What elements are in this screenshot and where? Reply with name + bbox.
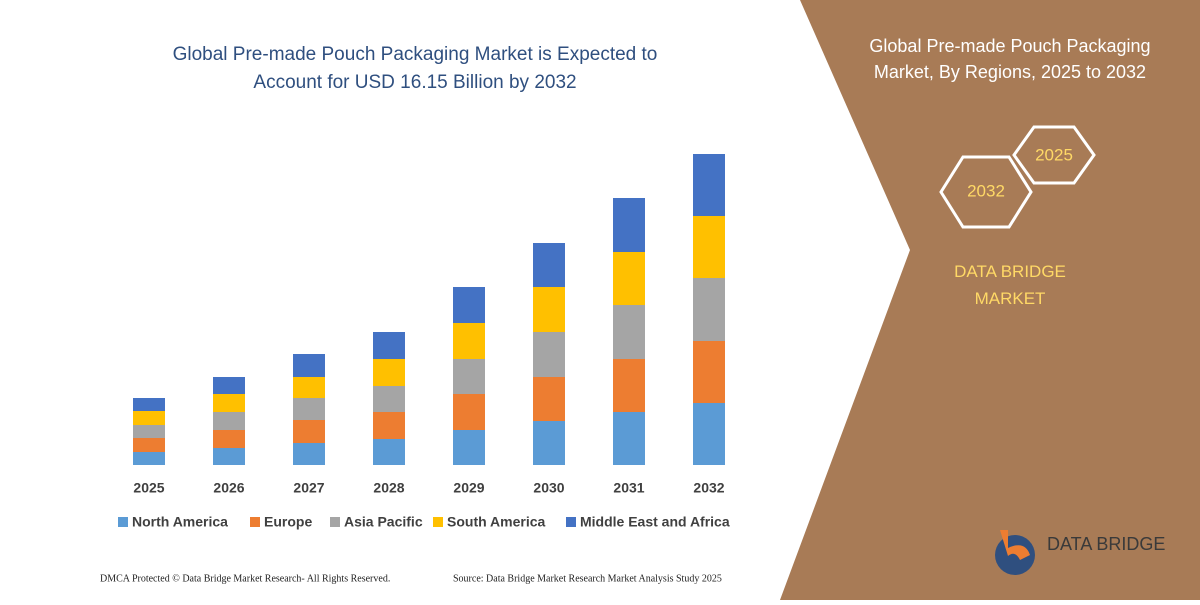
hexagon xyxy=(939,155,1033,229)
brand: DATA BRIDGE MARKET RESEARCH xyxy=(954,262,1066,318)
legend-swatch xyxy=(118,517,128,527)
chart-title: Global Pre-made Pouch Packaging Market i… xyxy=(173,44,658,93)
bar-segment xyxy=(293,377,325,398)
bar-segment xyxy=(213,377,245,394)
bar-segment xyxy=(613,198,645,252)
hexagon xyxy=(1012,125,1096,185)
legend-swatch xyxy=(433,517,443,527)
bar-segment xyxy=(533,243,565,287)
hexagon-label: 2032 xyxy=(967,181,1005,200)
bar-segment xyxy=(133,452,165,465)
legend-label: South America xyxy=(447,514,545,530)
bar-segment xyxy=(133,425,165,438)
bar-segment xyxy=(133,411,165,425)
bar-segment xyxy=(533,421,565,465)
bar-segment xyxy=(693,216,725,278)
bar-segment xyxy=(533,377,565,421)
x-tick-label: 2029 xyxy=(453,480,484,496)
panel-title: Global Pre-made Pouch Packaging Market, B… xyxy=(869,36,1150,82)
bar-segment xyxy=(453,394,485,430)
x-tick-label: 2031 xyxy=(613,480,644,496)
x-tick-label: 2032 xyxy=(693,480,724,496)
legend-swatch xyxy=(330,517,340,527)
bar-segment xyxy=(693,341,725,403)
bar-segment xyxy=(613,359,645,412)
bar-segment xyxy=(453,430,485,465)
bar-segment xyxy=(133,438,165,452)
bar-segment xyxy=(613,412,645,465)
brand-box: DATA BRIDGE MARKET RESEARCH xyxy=(954,262,1066,318)
bar-segment xyxy=(293,443,325,465)
bar-segment xyxy=(693,403,725,465)
bar-segment xyxy=(213,448,245,465)
bar-segment xyxy=(293,420,325,443)
bar-segment xyxy=(613,252,645,305)
logo-icon xyxy=(1000,530,1030,560)
x-tick-label: 2027 xyxy=(293,480,324,496)
bar-segment xyxy=(373,332,405,359)
x-tick-label: 2030 xyxy=(533,480,564,496)
x-tick-label: 2026 xyxy=(213,480,244,496)
bar-segment xyxy=(613,305,645,359)
bar-segment xyxy=(373,386,405,412)
bar-segment xyxy=(373,359,405,386)
bar-segment xyxy=(373,412,405,439)
side-panel xyxy=(780,0,1200,600)
bar-segment xyxy=(693,154,725,216)
bar-segment xyxy=(293,354,325,377)
bar-segment xyxy=(453,359,485,394)
legend-label: Middle East and Africa xyxy=(580,514,730,530)
bar-segment xyxy=(133,398,165,411)
bar-segment xyxy=(213,412,245,430)
legend-label: North America xyxy=(132,514,228,530)
legend-label: Europe xyxy=(264,514,312,530)
legend-swatch xyxy=(566,517,576,527)
bar-segment xyxy=(453,287,485,323)
x-tick-label: 2028 xyxy=(373,480,404,496)
bar-segment xyxy=(693,278,725,341)
bar-segment xyxy=(213,430,245,448)
bar-segment xyxy=(373,439,405,465)
bar-segment xyxy=(293,398,325,420)
legend-swatch xyxy=(250,517,260,527)
x-tick-label: 2025 xyxy=(133,480,164,496)
legend-label: Asia Pacific xyxy=(344,514,423,530)
bar-segment xyxy=(533,332,565,377)
bar-segment xyxy=(213,394,245,412)
footer-note: DMCA Protected © Data Bridge Market Rese… xyxy=(100,573,390,584)
hexagon-label: 2025 xyxy=(1035,145,1073,164)
bar-segment xyxy=(533,287,565,332)
bar-segment xyxy=(453,323,485,359)
logo-text: DATA BRIDGE xyxy=(1047,534,1165,554)
footer-source: Source: Data Bridge Market Research Mark… xyxy=(453,573,722,584)
